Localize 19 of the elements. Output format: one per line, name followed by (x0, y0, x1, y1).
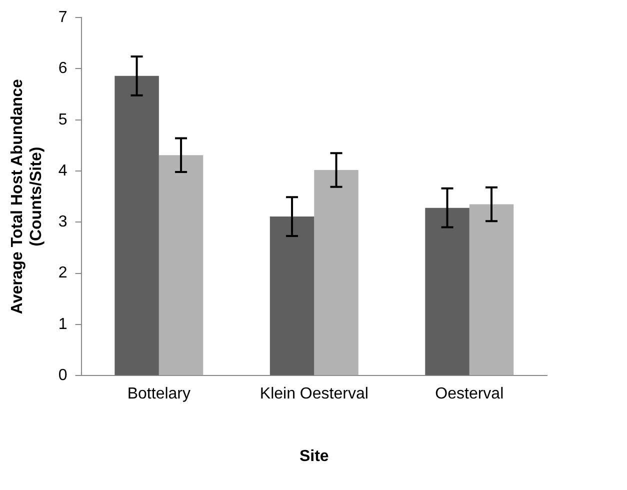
y-tick-label: 0 (58, 367, 68, 384)
y-tick-label: 2 (58, 264, 68, 282)
x-tick-label: Oesterval (435, 386, 504, 403)
x-tick-label: Bottelary (127, 386, 190, 403)
y-tick-label: 4 (58, 162, 68, 180)
y-tick-label: 6 (58, 60, 68, 78)
y-tick-label: 5 (58, 111, 68, 128)
y-tick-label: 7 (58, 9, 68, 26)
y-tick-label: 3 (58, 214, 68, 231)
y-tick-label: 1 (58, 316, 68, 333)
bar (270, 216, 314, 376)
bar (114, 76, 159, 376)
y-axis-title: Average Total Host Abundance (Counts/Site) (9, 79, 46, 314)
bar (314, 170, 358, 376)
bar (425, 208, 470, 376)
bar (469, 204, 514, 376)
x-tick-label: Klein Oesterval (260, 386, 368, 403)
x-axis-title: Site (299, 448, 329, 465)
bar (158, 155, 204, 376)
